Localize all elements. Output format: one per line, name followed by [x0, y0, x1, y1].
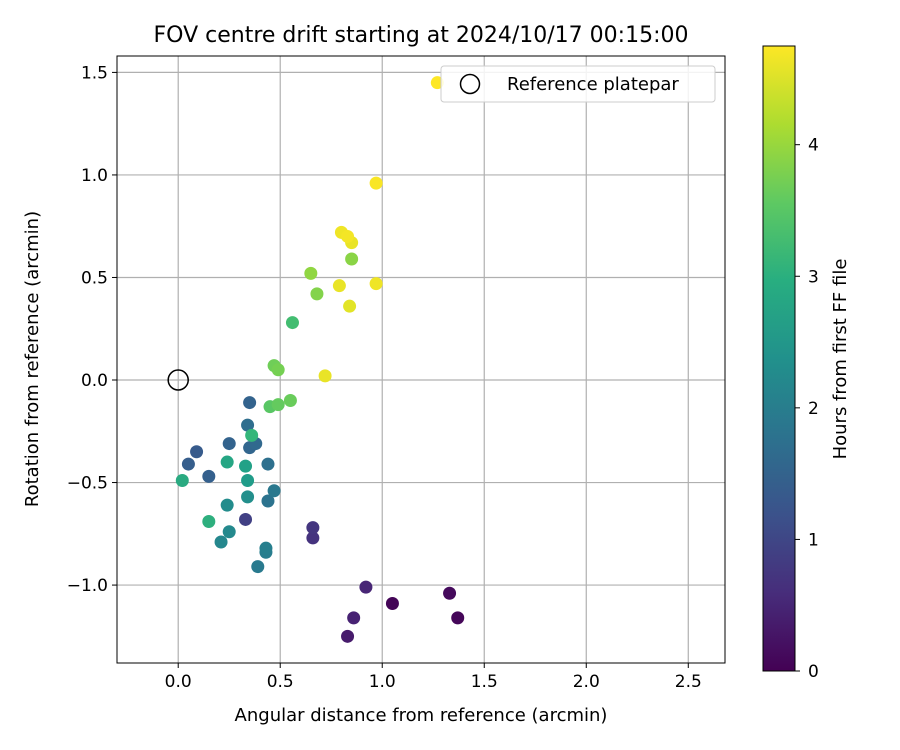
scatter-point	[369, 176, 383, 190]
scatter-point	[341, 229, 355, 243]
scatter-point	[251, 560, 265, 574]
plot-frame	[116, 55, 726, 664]
scatter-point	[343, 299, 357, 313]
scatter-point	[202, 469, 216, 483]
colorbar-tick-label: 2	[808, 399, 819, 419]
scatter-point	[341, 629, 355, 643]
legend: Reference platepar	[440, 65, 716, 103]
scatter-point	[241, 418, 255, 432]
scatter-point	[261, 494, 275, 508]
y-tick-label: 0.5	[81, 268, 108, 288]
scatter-point	[181, 457, 195, 471]
scatter-point	[241, 473, 255, 487]
scatter-point	[285, 316, 299, 330]
scatter-point	[271, 363, 285, 377]
colorbar-gradient	[762, 45, 796, 672]
scatter-point	[345, 252, 359, 266]
scatter-point	[239, 512, 253, 526]
scatter-point	[222, 437, 236, 451]
grid-lines	[117, 56, 725, 663]
colorbar-tick-label: 0	[808, 662, 819, 682]
scatter-point	[318, 369, 332, 383]
scatter-point	[243, 396, 257, 410]
scatter-point	[304, 266, 318, 280]
scatter-point	[220, 498, 234, 512]
y-tick-label: 1.0	[81, 166, 108, 186]
x-tick-label: 1.5	[471, 672, 498, 692]
x-axis-label: Angular distance from reference (arcmin)	[235, 705, 608, 726]
scatter-point	[369, 277, 383, 291]
scatter-point	[267, 484, 281, 498]
x-tick-label: 0.0	[165, 672, 192, 692]
x-tick-label: 1.0	[369, 672, 396, 692]
x-tick-label: 2.5	[675, 672, 702, 692]
colorbar-tick-label: 4	[808, 136, 819, 156]
scatter-point	[310, 287, 324, 301]
scatter-point	[214, 535, 228, 549]
scatter-point	[347, 611, 361, 625]
x-tick-label: 2.0	[573, 672, 600, 692]
legend-box	[440, 65, 716, 103]
y-axis-label: Rotation from reference (arcmin)	[22, 211, 43, 507]
axis-ticks: 0.0 0.5 1.0 1.5 2.0 2.5 −1.0 −0.5 0.0 0.5 1.0 1.5	[67, 63, 702, 692]
scatter-point	[190, 445, 204, 459]
scatter-point	[451, 611, 465, 625]
legend-label: Reference platepar	[507, 74, 679, 95]
y-tick-label: 0.0	[81, 371, 108, 391]
legend-marker-icon	[459, 73, 481, 95]
colorbar-ticks: 0 1 2 3 4	[795, 136, 819, 682]
colorbar-tick-label: 1	[808, 530, 819, 550]
colorbar-label: Hours from first FF file	[830, 259, 851, 460]
scatter-point	[385, 597, 399, 611]
scatter-point	[332, 279, 346, 293]
scatter-point	[283, 394, 297, 408]
scatter-point	[220, 455, 234, 469]
scatter-point	[359, 580, 373, 594]
scatter-point	[271, 398, 285, 412]
x-tick-label: 0.5	[267, 672, 294, 692]
scatter-point	[239, 459, 253, 473]
scatter-point	[261, 457, 275, 471]
y-tick-label: −1.0	[67, 576, 108, 596]
scatter-point	[175, 473, 189, 487]
scatter-points	[167, 76, 465, 643]
reference-platepar-marker	[167, 369, 189, 391]
scatter-point	[443, 586, 457, 600]
y-tick-label: −0.5	[67, 474, 108, 494]
colorbar: 0 1 2 3 4 Hours from first FF file	[762, 45, 851, 682]
y-tick-label: 1.5	[81, 63, 108, 83]
scatter-point	[306, 521, 320, 535]
scatter-point	[245, 428, 259, 442]
scatter-point	[222, 525, 236, 539]
scatter-point	[259, 541, 273, 555]
chart-title: FOV centre drift starting at 2024/10/17 …	[154, 23, 689, 48]
scatter-point	[202, 515, 216, 529]
colorbar-tick-label: 3	[808, 267, 819, 287]
scatter-point	[306, 531, 320, 545]
scatter-point	[241, 490, 255, 504]
